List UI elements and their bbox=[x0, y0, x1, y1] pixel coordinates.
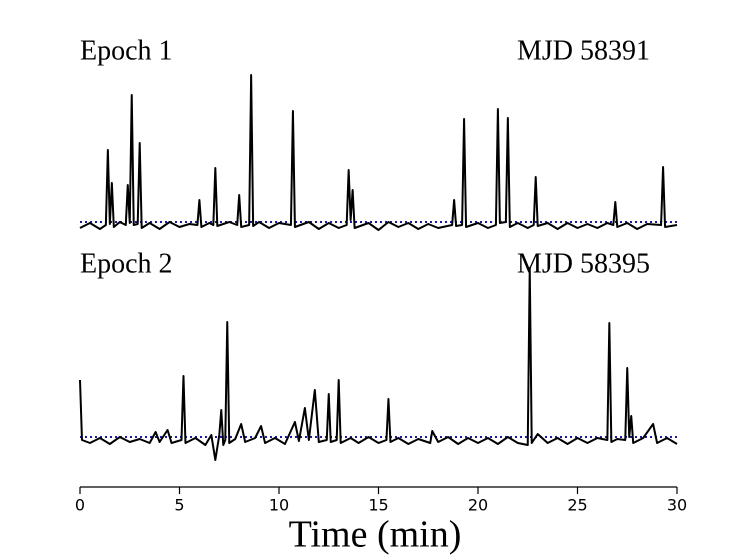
panel-subtitle: MJD 58391 bbox=[517, 35, 650, 66]
x-tick-label: 30 bbox=[667, 496, 687, 515]
x-tick-label: 5 bbox=[174, 496, 184, 515]
panel-subtitle: MJD 58395 bbox=[517, 248, 650, 279]
panel-title: Epoch 2 bbox=[80, 248, 173, 279]
x-tick-label: 15 bbox=[368, 496, 388, 515]
x-axis-label: Time (min) bbox=[289, 514, 462, 556]
data-line bbox=[79, 267, 678, 461]
x-tick-label: 20 bbox=[468, 496, 488, 515]
data-line bbox=[79, 74, 678, 231]
x-tick-label: 0 bbox=[75, 496, 85, 515]
x-tick-label: 25 bbox=[567, 496, 587, 515]
x-tick-label: 10 bbox=[269, 496, 289, 515]
panel-title: Epoch 1 bbox=[80, 35, 173, 66]
